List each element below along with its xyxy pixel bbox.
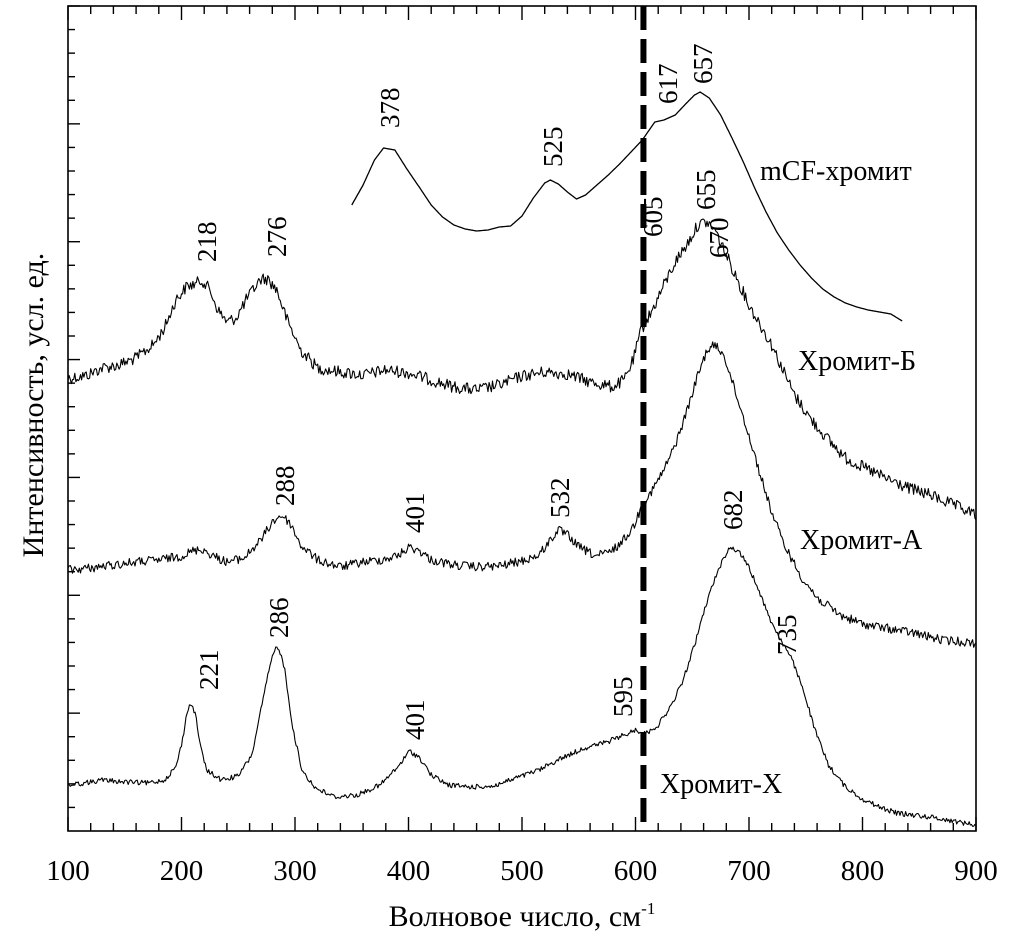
peak-label-605: 605 (638, 197, 668, 238)
peak-label-532: 532 (545, 478, 575, 519)
series-label-x: Хромит-Х (660, 769, 782, 800)
x-axis-title-main: Волновое число, см (389, 900, 642, 933)
series-label-a: Хромит-А (800, 525, 923, 556)
series-line-2 (67, 341, 977, 648)
series-label-mcf: mCF-хромит (760, 156, 912, 187)
x-axis-title: Волновое число, см-1 (389, 899, 656, 933)
peak-label-735: 735 (772, 615, 802, 656)
series-line-1 (67, 218, 977, 521)
peak-label-655: 655 (691, 170, 721, 211)
plot-frame (67, 5, 977, 832)
peak-label-670: 670 (704, 218, 734, 259)
series-line-0 (351, 91, 903, 322)
x-tick-label: 900 (954, 855, 998, 887)
series-label-b: Хромит-Б (798, 346, 916, 377)
peak-label-525: 525 (538, 127, 568, 168)
x-tick-label: 800 (841, 855, 885, 887)
peak-label-401: 401 (400, 493, 430, 534)
peak-label-657: 657 (688, 44, 718, 85)
x-tick-label: 500 (500, 855, 544, 887)
x-tick-label: 200 (160, 855, 204, 887)
x-tick-label: 300 (273, 855, 317, 887)
peak-label-595: 595 (608, 677, 638, 718)
peak-label-378: 378 (375, 88, 405, 129)
peak-label-286: 286 (264, 598, 294, 639)
peak-label-617: 617 (653, 64, 683, 105)
y-axis-title: Интенсивность, усл. ед. (17, 253, 50, 558)
x-tick-label: 600 (614, 855, 658, 887)
peak-label-682: 682 (718, 490, 748, 531)
x-tick-label: 700 (727, 855, 771, 887)
x-tick-label: 400 (387, 855, 431, 887)
x-tick-label: 100 (46, 855, 90, 887)
peak-label-288: 288 (270, 466, 300, 507)
peak-label-218: 218 (192, 222, 222, 263)
peak-label-221: 221 (194, 650, 224, 691)
x-axis-title-superscript: -1 (641, 899, 655, 918)
peak-label-276: 276 (262, 217, 292, 258)
peak-label-401-x: 401 (400, 700, 430, 741)
series-line-3 (67, 546, 977, 827)
